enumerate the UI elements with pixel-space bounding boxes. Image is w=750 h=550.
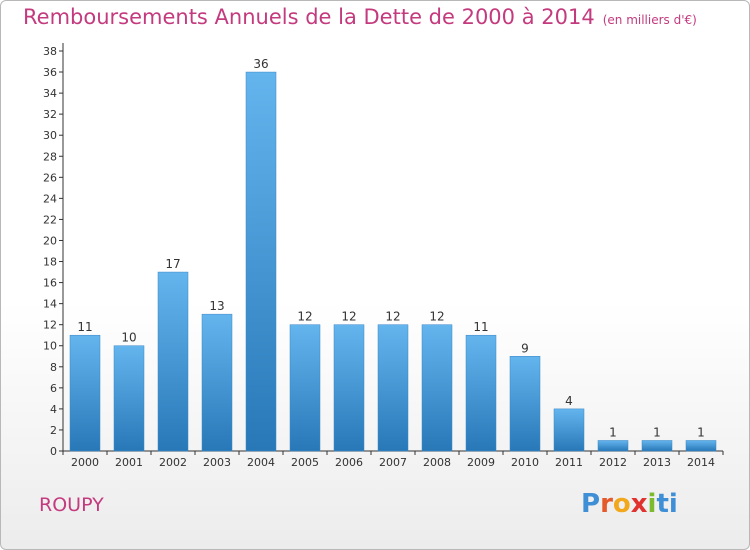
data-label: 11 — [77, 320, 92, 334]
y-tick-label: 10 — [43, 340, 57, 353]
chart-subtitle: (en milliers d'€) — [602, 13, 697, 27]
y-tick-label: 38 — [43, 45, 57, 58]
logo-letter: o — [612, 489, 631, 519]
x-tick-label: 2003 — [203, 456, 231, 469]
logo-letter: t — [656, 489, 669, 519]
x-tick-label: 2012 — [599, 456, 627, 469]
x-tick-label: 2008 — [423, 456, 451, 469]
logo-letter: x — [630, 489, 648, 519]
data-label: 9 — [521, 341, 529, 355]
bar — [553, 408, 585, 452]
x-tick-label: 2013 — [643, 456, 671, 469]
data-label: 36 — [253, 57, 268, 71]
y-tick-label: 14 — [43, 298, 57, 311]
data-label: 12 — [429, 310, 444, 324]
bar — [465, 334, 497, 452]
logo-letter: r — [600, 489, 613, 519]
x-tick-label: 2007 — [379, 456, 407, 469]
y-tick-label: 4 — [50, 403, 57, 416]
bars — [69, 71, 717, 452]
y-tick-label: 8 — [50, 361, 57, 374]
y-tick-label: 2 — [50, 424, 57, 437]
logo-letter: P — [581, 489, 601, 519]
y-tick-label: 20 — [43, 234, 57, 247]
y-tick-label: 34 — [43, 87, 57, 100]
y-tick-label: 12 — [43, 319, 57, 332]
x-tick-label: 2000 — [71, 456, 99, 469]
data-label: 12 — [297, 310, 312, 324]
data-label: 1 — [653, 425, 661, 439]
x-tick-label: 2001 — [115, 456, 143, 469]
bar — [685, 440, 717, 452]
data-label: 1 — [609, 425, 617, 439]
title-block: Remboursements Annuels de la Dette de 20… — [23, 5, 697, 29]
data-label: 12 — [385, 310, 400, 324]
y-tick-label: 24 — [43, 192, 57, 205]
y-tick-label: 22 — [43, 213, 57, 226]
data-label: 1 — [697, 425, 705, 439]
y-tick-label: 18 — [43, 256, 57, 269]
data-label: 13 — [209, 299, 224, 313]
bar — [597, 440, 629, 452]
x-tick-label: 2011 — [555, 456, 583, 469]
data-label: 17 — [165, 257, 180, 271]
y-tick-label: 32 — [43, 108, 57, 121]
bar — [289, 324, 321, 452]
bar — [113, 345, 145, 452]
bar — [421, 324, 453, 452]
y-tick-label: 36 — [43, 66, 57, 79]
x-tick-label: 2005 — [291, 456, 319, 469]
data-label: 11 — [473, 320, 488, 334]
y-tick-label: 6 — [50, 382, 57, 395]
y-tick-label: 0 — [50, 445, 57, 458]
x-tick-label: 2004 — [247, 456, 275, 469]
bar — [377, 324, 409, 452]
chart-title: Remboursements Annuels de la Dette de 20… — [23, 5, 595, 29]
data-label: 12 — [341, 310, 356, 324]
x-tick-label: 2009 — [467, 456, 495, 469]
bar — [69, 334, 101, 452]
logo-letter: i — [647, 489, 657, 519]
proxiti-logo: Proxiti — [581, 489, 678, 519]
bar — [641, 440, 673, 452]
x-tick-label: 2006 — [335, 456, 363, 469]
x-tick-label: 2002 — [159, 456, 187, 469]
x-tick-label: 2014 — [687, 456, 715, 469]
commune-name: ROUPY — [39, 494, 104, 516]
y-tick-label: 16 — [43, 277, 57, 290]
bar — [333, 324, 365, 452]
data-label: 4 — [565, 394, 573, 408]
data-label: 10 — [121, 331, 136, 345]
y-tick-label: 26 — [43, 171, 57, 184]
x-tick-label: 2010 — [511, 456, 539, 469]
bar — [509, 356, 541, 452]
logo-letter: i — [668, 489, 678, 519]
y-tick-label: 28 — [43, 150, 57, 163]
y-tick-label: 30 — [43, 129, 57, 142]
bar — [157, 271, 189, 452]
bar — [201, 313, 233, 452]
bar — [245, 71, 277, 452]
